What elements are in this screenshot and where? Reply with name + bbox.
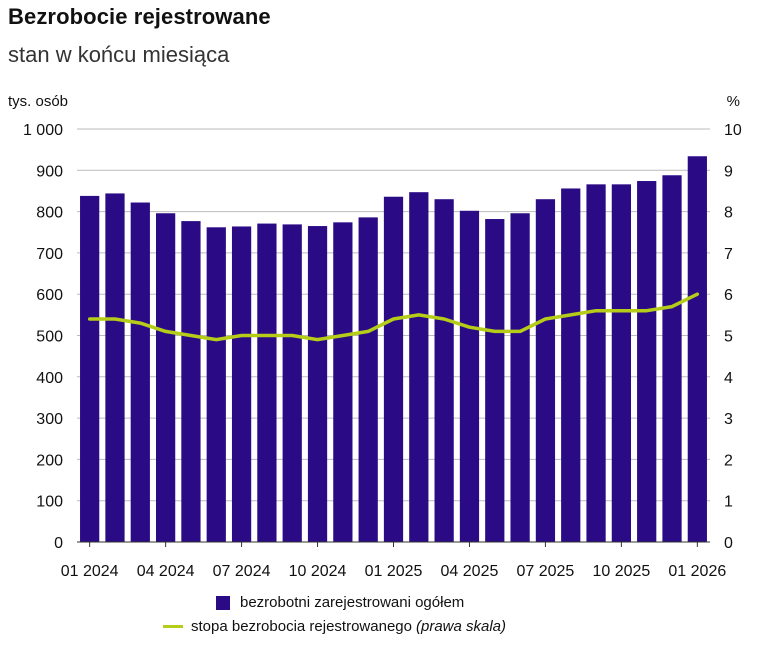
legend-line-label: stopa bezrobocia rejestrowanego [191, 618, 412, 635]
legend-line-swatch [163, 625, 183, 628]
bar [80, 195, 100, 542]
x-tick-label: 07 2025 [516, 563, 574, 580]
y-left-tick-label: 900 [36, 163, 63, 180]
bar [206, 227, 226, 542]
bar [561, 188, 581, 543]
x-tick-label: 04 2024 [137, 563, 195, 580]
bar [459, 210, 480, 543]
bar [130, 202, 150, 542]
bar [687, 156, 707, 542]
y-left-tick-label: 0 [54, 535, 63, 552]
y-right-tick-label: 3 [724, 411, 733, 428]
x-tick-label: 04 2025 [441, 563, 499, 580]
bar [155, 213, 176, 542]
y-right-tick-label: 9 [724, 163, 733, 180]
x-tick-label: 07 2024 [213, 563, 271, 580]
legend-item-line: stopa bezrobocia rejestrowanego (prawa s… [163, 618, 506, 635]
bar [662, 175, 682, 543]
bar [383, 196, 404, 542]
y-left-tick-label: 1 000 [23, 122, 63, 139]
y-left-tick-label: 600 [36, 287, 63, 304]
bar [485, 219, 505, 542]
bar [637, 181, 657, 542]
legend-item-bars: bezrobotni zarejestrowani ogółem [216, 594, 464, 611]
bar [358, 217, 378, 542]
y-left-tick-label: 500 [36, 329, 63, 346]
chart-title: Bezrobocie rejestrowane [8, 4, 271, 29]
y-left-unit: tys. osób [8, 93, 68, 110]
bar [231, 226, 252, 542]
bar [181, 221, 201, 542]
y-right-tick-label: 4 [724, 370, 733, 387]
rate-line [87, 292, 700, 342]
chart-subtitle: stan w końcu miesiąca [8, 42, 230, 67]
x-tick-label: 10 2025 [592, 563, 650, 580]
x-tick-label: 01 2024 [61, 563, 119, 580]
y-right-tick-label: 0 [724, 535, 733, 552]
y-right-tick-label: 5 [724, 329, 733, 346]
x-tick-label: 01 2026 [668, 563, 726, 580]
bar [510, 213, 530, 542]
y-left-tick-label: 200 [36, 452, 63, 469]
legend-bar-label: bezrobotni zarejestrowani ogółem [240, 594, 465, 611]
x-tick-label: 10 2024 [289, 563, 347, 580]
y-right-tick-label: 7 [724, 246, 733, 263]
bar [611, 184, 632, 543]
legend-bar-swatch [216, 595, 230, 610]
y-left-tick-label: 700 [36, 246, 63, 263]
bar [586, 184, 606, 543]
y-right-tick-label: 8 [724, 205, 733, 222]
bar [434, 199, 454, 542]
bar [307, 226, 328, 542]
y-left-tick-label: 300 [36, 411, 63, 428]
y-right-unit: % [727, 93, 740, 110]
y-right-tick-label: 2 [724, 452, 733, 469]
legend-line-note: (prawa skala) [415, 618, 507, 635]
y-left-tick-label: 100 [36, 494, 63, 511]
bar [535, 199, 556, 542]
bar [282, 224, 302, 542]
y-right-tick-label: 1 [724, 494, 733, 511]
bars [80, 156, 707, 543]
y-left-tick-label: 800 [36, 205, 63, 222]
y-right-tick-label: 10 [724, 122, 742, 139]
bar [257, 223, 277, 542]
bar [409, 192, 429, 542]
x-tick-label: 01 2025 [365, 563, 423, 580]
y-left-tick-label: 400 [36, 370, 63, 387]
y-right-tick-label: 6 [724, 287, 733, 304]
rate-line-layer [87, 292, 700, 342]
bar [333, 222, 353, 542]
bar [105, 193, 125, 543]
